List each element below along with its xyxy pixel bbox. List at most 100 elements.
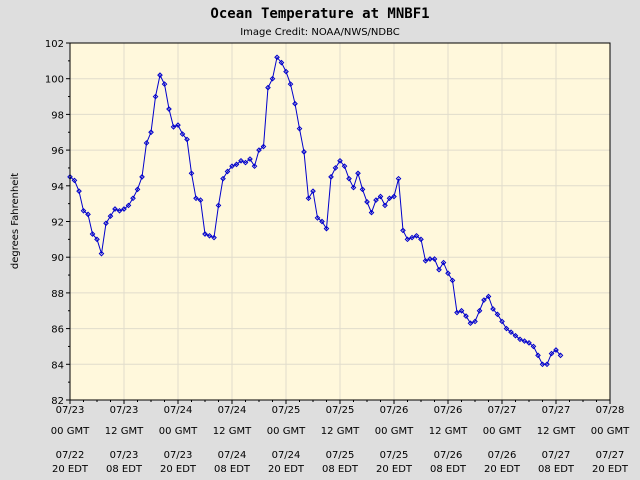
data-point [382, 202, 388, 209]
data-point [85, 211, 91, 218]
x-tick-label: 00 GMT [483, 426, 522, 437]
y-tick-label: 88 [51, 289, 64, 300]
data-points [67, 54, 564, 368]
y-tick-label: 84 [51, 360, 64, 371]
data-point [161, 81, 168, 87]
x-tick-label: 20 EDT [52, 464, 89, 475]
data-point [80, 207, 87, 214]
data-point [305, 195, 312, 202]
data-point [260, 143, 267, 150]
data-point [229, 163, 235, 170]
x-tick-label: 12 GMT [105, 426, 144, 437]
x-tick-label: 00 GMT [591, 426, 630, 437]
data-point [391, 193, 397, 200]
x-tick-label: 12 GMT [321, 426, 360, 437]
y-tick-label: 102 [45, 39, 64, 50]
x-tick-label: 20 EDT [268, 464, 305, 475]
data-point [152, 93, 159, 100]
data-point [112, 206, 118, 212]
data-point [503, 325, 510, 332]
data-point [517, 336, 523, 343]
y-tick-label: 94 [51, 182, 64, 193]
data-point [170, 124, 177, 130]
x-tick-label: 12 GMT [429, 426, 468, 437]
data-point [548, 350, 555, 357]
data-point [490, 306, 496, 312]
data-point [467, 320, 474, 327]
y-axis-label: degrees Fahrenheit [10, 173, 21, 269]
data-point [427, 256, 433, 262]
x-tick-label: 07/26 [380, 405, 409, 416]
data-point [463, 313, 469, 319]
data-point [418, 236, 424, 243]
x-tick-label: 07/22 [56, 450, 85, 461]
y-tick-label: 82 [51, 396, 64, 407]
data-point [301, 149, 307, 155]
data-point [431, 256, 438, 262]
data-point [179, 131, 186, 137]
data-point [400, 227, 406, 234]
data-point [526, 340, 532, 346]
data-point [278, 59, 285, 66]
x-tick-label: 20 EDT [484, 464, 521, 475]
data-point [535, 352, 541, 359]
data-point [130, 195, 136, 202]
x-tick-label: 07/27 [542, 450, 571, 461]
x-tick-label: 07/26 [488, 450, 517, 461]
data-point [310, 188, 316, 194]
data-point [350, 184, 357, 191]
data-point [292, 100, 298, 107]
x-tick-label: 20 EDT [592, 464, 629, 475]
x-tick-label: 20 EDT [376, 464, 413, 475]
data-point [436, 266, 442, 273]
data-point [269, 75, 276, 82]
data-point [157, 72, 163, 78]
data-point [472, 318, 478, 325]
x-tick-label: 00 GMT [375, 426, 414, 437]
data-point [202, 231, 208, 237]
data-point [71, 177, 78, 184]
data-point [116, 207, 123, 214]
data-point [256, 147, 262, 153]
data-point [197, 197, 204, 203]
data-point [359, 186, 366, 193]
data-point [386, 195, 393, 202]
data-point [283, 68, 289, 75]
data-point [458, 307, 465, 314]
data-point [193, 195, 199, 202]
data-point [296, 125, 303, 132]
data-point [553, 347, 559, 353]
data-point [373, 197, 379, 203]
data-point [134, 186, 141, 193]
data-point [341, 163, 348, 170]
data-point [454, 309, 460, 316]
data-point [143, 140, 150, 146]
y-tick-label: 86 [51, 325, 64, 336]
data-point [323, 225, 330, 232]
x-tick-label: 08 EDT [214, 464, 251, 475]
data-point [265, 84, 271, 91]
data-point [481, 297, 487, 303]
data-point [544, 361, 550, 368]
x-tick-label: 07/26 [434, 450, 463, 461]
data-point [314, 215, 321, 221]
data-point [103, 220, 109, 227]
data-point [521, 338, 528, 344]
x-tick-label: 07/25 [326, 450, 355, 461]
data-point [242, 159, 249, 166]
data-point [404, 236, 411, 243]
data-point [530, 343, 537, 350]
data-point [395, 175, 402, 182]
y-tick-label: 90 [51, 253, 64, 264]
x-tick-label: 07/23 [164, 450, 193, 461]
data-point [422, 257, 429, 264]
data-point [121, 206, 127, 212]
x-tick-label: 00 GMT [159, 426, 198, 437]
y-tick-label: 96 [51, 146, 64, 157]
x-tick-label: 07/23 [56, 405, 85, 416]
data-point [476, 307, 483, 314]
data-point [215, 202, 222, 209]
data-point [346, 175, 352, 182]
data-point [224, 168, 231, 175]
data-point [247, 156, 253, 162]
